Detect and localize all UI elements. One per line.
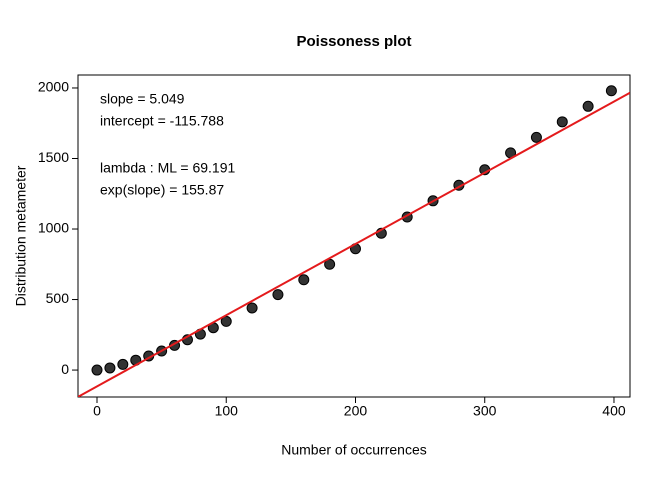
point [246, 302, 258, 314]
fit-line [78, 91, 630, 397]
point [605, 85, 617, 97]
x-axis-label: Number of occurrences [281, 442, 427, 458]
y-axis-label: Distribution metameter [13, 165, 29, 306]
annotation: exp(slope) = 155.87 [100, 182, 224, 198]
x-tick-label: 400 [602, 403, 626, 419]
point [117, 358, 129, 370]
chart-title: Poissoness plot [296, 33, 411, 50]
y-tick-label: 2000 [38, 79, 69, 95]
annotation: slope = 5.049 [100, 91, 185, 107]
point [220, 315, 232, 327]
x-tick-label: 100 [215, 403, 239, 419]
point [582, 100, 594, 112]
point [272, 289, 284, 301]
annotation: intercept = -115.788 [100, 113, 224, 129]
y-tick-label: 1500 [38, 149, 69, 165]
point [104, 362, 116, 374]
point [91, 364, 103, 376]
y-tick-label: 500 [46, 290, 70, 306]
point [298, 274, 310, 286]
plot-area [78, 85, 630, 397]
x-tick-label: 300 [473, 403, 497, 419]
point [530, 131, 542, 143]
y-tick-label: 0 [61, 361, 69, 377]
y-tick-label: 1000 [38, 220, 69, 236]
x-tick-label: 0 [93, 403, 101, 419]
annotation: lambda : ML = 69.191 [100, 160, 236, 176]
x-tick-label: 200 [344, 403, 368, 419]
point [556, 116, 568, 128]
